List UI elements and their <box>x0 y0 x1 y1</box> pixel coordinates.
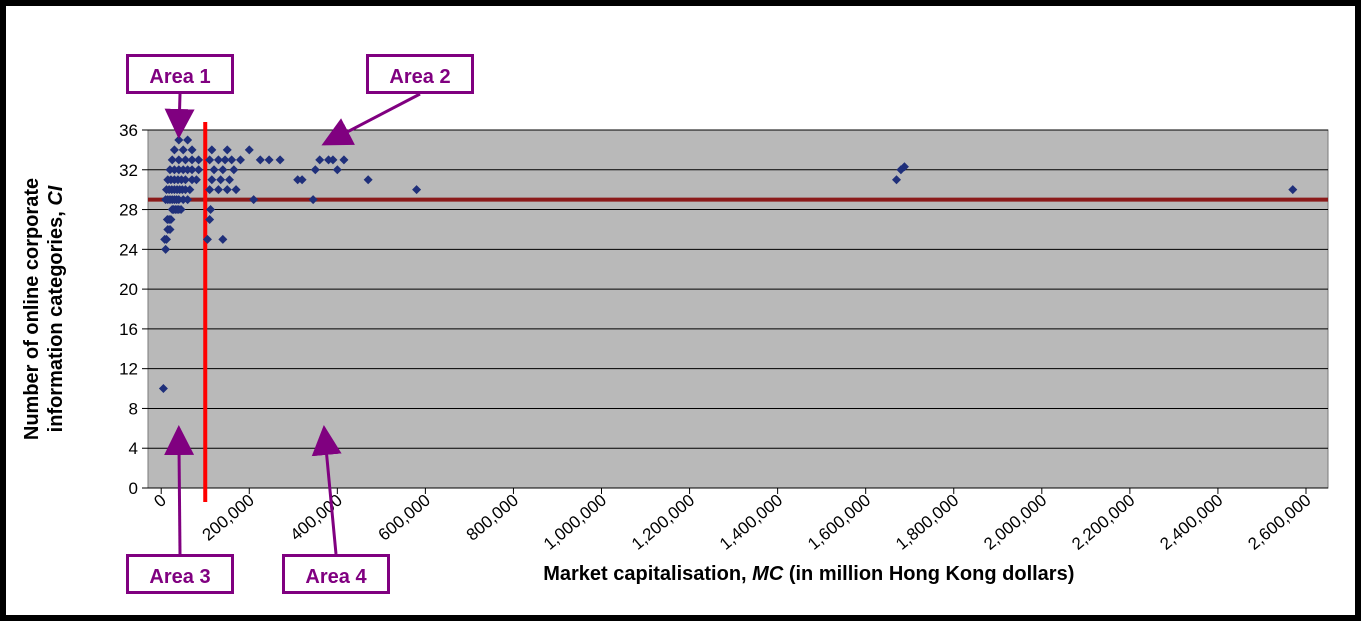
svg-text:2,600,000: 2,600,000 <box>1244 491 1314 554</box>
svg-text:12: 12 <box>119 360 138 379</box>
svg-text:20: 20 <box>119 280 138 299</box>
area-1-arrow <box>179 94 180 136</box>
area-1-label: Area 1 <box>126 54 234 94</box>
scatter-plot: 0 4 8 12 16 20 24 28 32 36 0 200,000 400,000 600,000 8… <box>6 6 1355 615</box>
svg-text:0: 0 <box>150 491 169 512</box>
svg-text:28: 28 <box>119 201 138 220</box>
svg-text:16: 16 <box>119 320 138 339</box>
svg-text:2,400,000: 2,400,000 <box>1156 491 1226 554</box>
svg-text:1,400,000: 1,400,000 <box>716 491 786 554</box>
svg-text:36: 36 <box>119 121 138 140</box>
chart-frame: 0 4 8 12 16 20 24 28 32 36 0 200,000 400,000 600,000 8… <box>0 0 1361 621</box>
svg-text:1,200,000: 1,200,000 <box>628 491 698 554</box>
svg-text:1,800,000: 1,800,000 <box>892 491 962 554</box>
y-axis-title: Number of online corporateinformation ca… <box>21 178 67 440</box>
svg-text:1,000,000: 1,000,000 <box>540 491 610 554</box>
svg-text:800,000: 800,000 <box>463 491 522 545</box>
svg-text:2,000,000: 2,000,000 <box>980 491 1050 554</box>
svg-text:2,200,000: 2,200,000 <box>1068 491 1138 554</box>
svg-text:0: 0 <box>129 479 138 498</box>
svg-text:1,600,000: 1,600,000 <box>804 491 874 554</box>
svg-text:24: 24 <box>119 240 138 259</box>
area-3-label: Area 3 <box>126 554 234 594</box>
svg-text:400,000: 400,000 <box>287 491 346 545</box>
svg-text:600,000: 600,000 <box>375 491 434 545</box>
area-2-label: Area 2 <box>366 54 474 94</box>
area-3-arrow <box>179 428 180 554</box>
svg-text:4: 4 <box>129 439 138 458</box>
svg-text:200,000: 200,000 <box>199 491 258 545</box>
x-axis-title: Market capitalisation, MC (in million Ho… <box>543 563 1074 585</box>
area-4-label: Area 4 <box>282 554 390 594</box>
svg-text:32: 32 <box>119 161 138 180</box>
svg-text:8: 8 <box>129 399 138 418</box>
